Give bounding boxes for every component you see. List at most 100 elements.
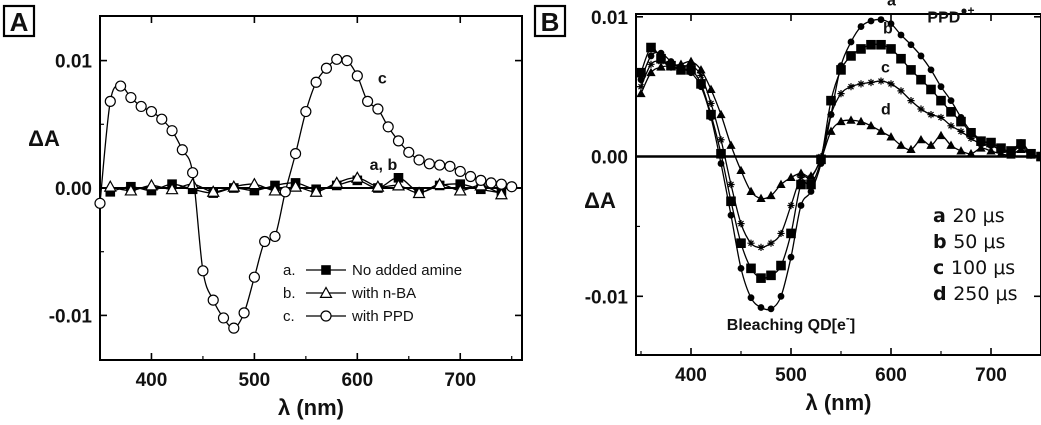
legend-letter: a [933,205,952,227]
curve-annotation: a [887,0,896,10]
data-point [269,230,281,243]
curve-annotation: c [378,71,387,88]
data-point [816,154,826,163]
data-point [897,31,905,39]
data-point [926,84,936,95]
legend-label: with n-BA [351,285,416,302]
data-point [787,201,795,210]
data-point [936,130,946,140]
data-point [877,16,885,23]
data-point [706,109,716,120]
data-point [757,243,765,251]
data-point [847,83,855,91]
data-point [228,322,240,334]
data-point [636,67,646,78]
data-point [166,125,178,137]
data-point [350,171,364,183]
data-point [846,51,856,61]
data-point [887,20,895,28]
data-point [412,186,426,199]
annotation-text: b [883,21,893,38]
data-point [176,144,188,156]
data-point [827,111,835,119]
data-point [766,270,776,281]
legend-letter: a. [283,262,296,279]
legend-letter: c. [283,308,295,325]
data-point [966,148,976,158]
data-point [886,44,896,54]
data-point [917,105,925,113]
data-point [1006,150,1016,159]
annotation-text: Bleaching QD[e [727,317,846,334]
data-point [937,113,945,122]
data-point [320,62,333,74]
data-point [309,185,323,197]
data-point [867,78,875,87]
data-point [877,77,885,85]
data-point [806,171,816,180]
data-point [454,165,466,178]
data-point [248,271,260,283]
data-point [847,38,855,46]
data-point [646,67,656,77]
data-point [876,126,886,135]
data-point [647,52,655,60]
data-point [156,113,168,125]
data-point [289,179,303,192]
data-point [331,53,343,65]
data-point [936,95,946,106]
legend-entry: d 250 μs [933,283,1018,305]
data-point [866,39,876,50]
data-point [916,74,926,85]
data-point [767,239,775,247]
data-point [657,57,665,66]
data-point [382,121,394,133]
data-point [916,134,926,144]
y-axis-label: ΔA [28,126,60,151]
x-tick-label: 700 [444,370,476,391]
data-point [475,174,487,186]
data-point [696,65,706,74]
data-point [857,23,865,30]
data-point [996,148,1006,158]
legend-letter: d [933,283,953,305]
legend-label: 100 μs [951,257,1015,279]
data-point [506,181,518,193]
data-point [259,235,271,248]
data-point [967,134,975,142]
data-point [917,52,925,60]
data-point [207,294,219,306]
data-point [114,80,127,92]
data-point [907,41,915,49]
y-axis-label: ΔA [584,188,616,213]
x-axis-label: λ (nm) [278,395,344,420]
data-point [716,148,726,159]
data-point [957,127,965,135]
data-point [647,60,655,68]
annotation-text: d [881,102,891,119]
data-point [341,54,353,67]
data-point [125,91,137,104]
series-2 [103,171,508,200]
data-point [238,307,250,319]
data-point [806,179,816,190]
data-point [746,186,756,195]
data-point [217,312,230,324]
data-point [937,83,945,91]
data-point [826,126,836,135]
y-tick-label: -0.01 [49,306,93,327]
curve-annotation: c [881,60,890,77]
data-point [897,87,905,95]
data-point [391,178,406,191]
x-tick-label: 400 [136,370,168,391]
data-point [826,95,836,106]
data-point [727,211,735,219]
data-point [946,140,956,149]
data-point [104,95,116,107]
data-point [836,65,846,75]
data-point [423,158,435,170]
series-3 [94,53,518,334]
data-point [686,56,696,65]
legend-letter: c [933,257,951,279]
